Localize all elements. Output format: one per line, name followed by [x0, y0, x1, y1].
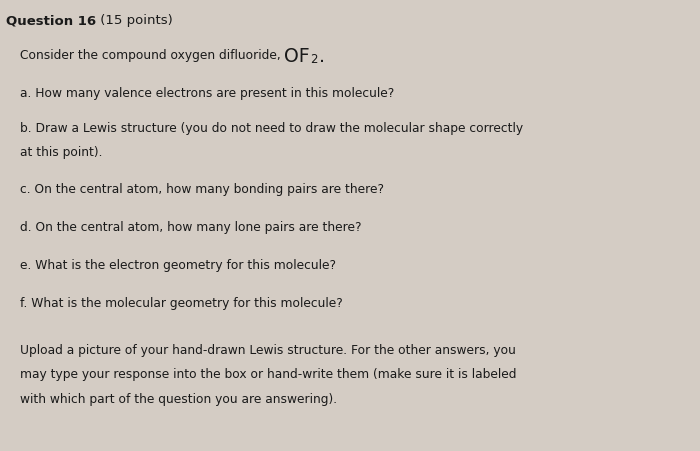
Text: e. What is the electron geometry for this molecule?: e. What is the electron geometry for thi… — [20, 258, 335, 271]
Text: Question 16: Question 16 — [6, 14, 96, 28]
Text: OF: OF — [284, 47, 310, 66]
Text: 2: 2 — [310, 53, 317, 66]
Text: f. What is the molecular geometry for this molecule?: f. What is the molecular geometry for th… — [20, 296, 342, 309]
Text: Consider the compound oxygen difluoride,: Consider the compound oxygen difluoride, — [20, 49, 284, 62]
Text: a. How many valence electrons are present in this molecule?: a. How many valence electrons are presen… — [20, 87, 394, 100]
Text: b. Draw a Lewis structure (you do not need to draw the molecular shape correctly: b. Draw a Lewis structure (you do not ne… — [20, 122, 523, 135]
Text: with which part of the question you are answering).: with which part of the question you are … — [20, 392, 337, 405]
Text: (15 points): (15 points) — [96, 14, 172, 28]
Text: at this point).: at this point). — [20, 145, 102, 158]
Text: may type your response into the box or hand-write them (make sure it is labeled: may type your response into the box or h… — [20, 368, 516, 381]
Text: c. On the central atom, how many bonding pairs are there?: c. On the central atom, how many bonding… — [20, 182, 384, 195]
Text: .: . — [319, 47, 325, 66]
Text: Upload a picture of your hand-drawn Lewis structure. For the other answers, you: Upload a picture of your hand-drawn Lewi… — [20, 343, 515, 356]
Text: d. On the central atom, how many lone pairs are there?: d. On the central atom, how many lone pa… — [20, 220, 361, 233]
